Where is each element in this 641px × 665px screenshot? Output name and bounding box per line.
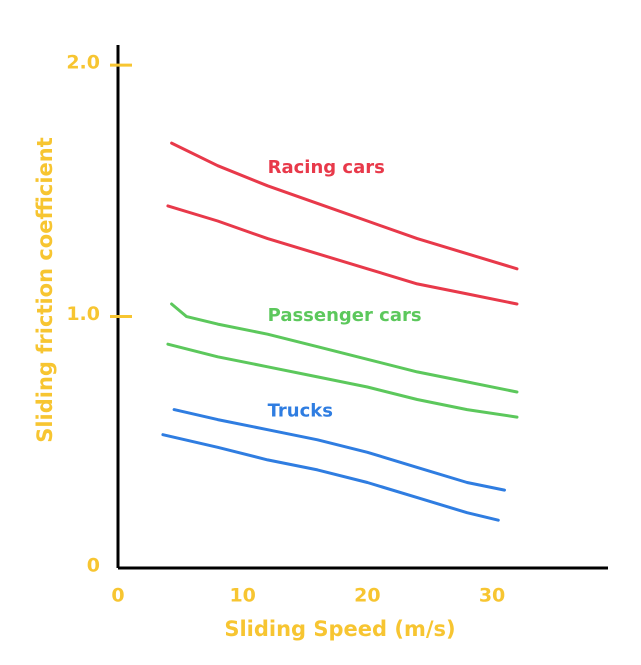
series-line bbox=[170, 302, 519, 394]
x-tick-label: 30 bbox=[479, 585, 505, 607]
x-tick-label: 0 bbox=[111, 585, 124, 607]
series-label: Racing cars bbox=[268, 157, 385, 178]
series-label: Trucks bbox=[268, 401, 333, 422]
series-line bbox=[166, 204, 519, 306]
y-tick-label: 1.0 bbox=[66, 303, 100, 325]
y-tick-label: 2.0 bbox=[66, 52, 100, 74]
series-line bbox=[161, 433, 500, 522]
series-line bbox=[166, 342, 519, 419]
x-axis-title: Sliding Speed (m/s) bbox=[224, 617, 455, 641]
series-label: Passenger cars bbox=[268, 305, 422, 326]
x-tick-label: 10 bbox=[229, 585, 255, 607]
series-line bbox=[170, 141, 519, 271]
x-tick-label: 20 bbox=[354, 585, 380, 607]
series-line bbox=[172, 408, 506, 492]
y-axis-title: Sliding friction coefficient bbox=[33, 137, 57, 443]
y-tick-label: 0 bbox=[87, 555, 100, 577]
